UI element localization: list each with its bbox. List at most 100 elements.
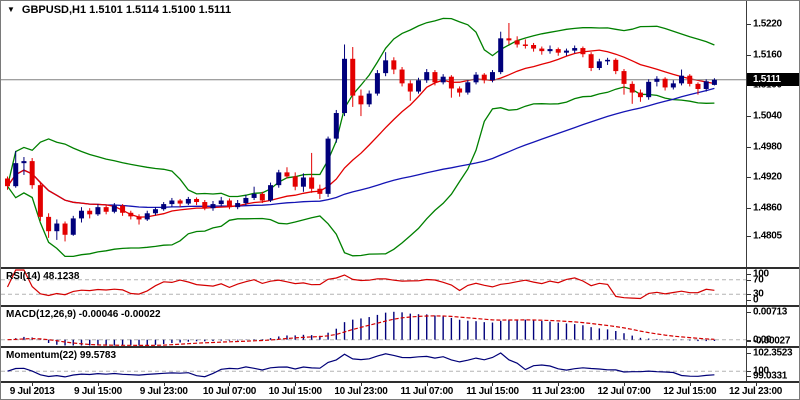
candle [711,78,717,86]
bollinger-upper-line [6,17,715,198]
momentum-axis-label: 99.0331 [753,370,788,382]
candle [87,208,93,219]
candle [391,57,397,75]
candle [703,79,709,92]
candle [670,80,676,90]
candle [37,181,43,221]
candle [226,198,232,210]
candle [481,73,487,84]
macd-plot[interactable]: MACD(12,26,9) -0.00046 -0.00022 [1,307,747,346]
candle [251,186,257,200]
candle [383,52,389,77]
candle [185,196,191,206]
candle [342,44,348,117]
candle [605,57,611,65]
candle [514,36,520,48]
fast-ma-line [6,49,715,218]
macd-axis-label: 0.00 [753,334,772,346]
candle [621,69,627,95]
price-axis-label: 1.4980 [753,141,782,153]
candle [161,202,167,211]
candle [572,45,578,54]
axis-tick [747,353,751,354]
axis-tick [747,294,751,296]
candle [679,69,685,86]
time-axis-label: 9 Jul 15:00 [73,386,122,397]
candle [300,173,306,192]
candle [596,58,602,71]
time-axis-tick [229,383,231,386]
candle [547,45,553,54]
rsi-plot[interactable]: RSI(14) 48.1238 [1,269,747,305]
main-price-pane: ▼ GBPUSD,H1 1.5101 1.5114 1.5100 1.5111 … [1,1,799,267]
candle [103,205,109,215]
candle [78,207,84,223]
time-axis-label: 10 Jul 15:00 [268,386,322,397]
time-axis-tick [689,383,691,386]
candle [21,157,27,175]
time-axis[interactable]: 9 Jul 2013 9 Jul 15:00 9 Jul 23:00 10 Jul 0… [1,383,799,399]
candle [128,210,134,220]
axis-tick [747,208,751,210]
time-axis-tick [558,383,560,386]
pane-separator[interactable] [1,346,799,348]
candle [29,158,35,189]
candle [144,210,150,221]
candle [366,90,372,107]
candle [646,79,652,100]
candle [218,196,224,207]
momentum-line [7,352,715,378]
price-chart-plot[interactable]: ▼ GBPUSD,H1 1.5101 1.5114 1.5100 1.5111 [1,1,747,267]
candle [309,152,315,193]
macd-canvas [1,311,746,346]
price-axis-label: 1.5220 [753,18,782,30]
time-axis-label: 12 Jul 15:00 [663,386,717,397]
momentum-plot[interactable]: Momentum(22) 99.5783 [1,348,747,381]
macd-axis-label: 0.00713 [753,306,788,318]
price-axis-label: 1.4860 [753,202,782,214]
candle [95,204,101,216]
time-axis-tick [295,383,297,386]
candle [613,58,619,75]
momentum-axis: 102.3523 100 99.0331 [747,348,799,382]
momentum-pane: Momentum(22) 99.5783 102.3523 100 99.0331 [1,348,799,382]
time-axis-label: 11 Jul 15:00 [466,386,519,397]
pane-separator[interactable] [1,381,799,383]
time-axis-tick [426,383,428,386]
candle [54,219,60,240]
time-axis-label: 10 Jul 23:00 [334,386,388,397]
time-axis-label: 9 Jul 23:00 [139,386,188,397]
macd-histogram [15,311,716,346]
axis-tick [747,312,751,313]
candle [416,77,421,94]
candles-layer [5,22,717,242]
candle [506,22,512,45]
pane-separator[interactable] [1,267,799,269]
candle [333,109,339,143]
price-axis-label: 1.4920 [753,171,782,183]
time-axis-label: 12 Jul 07:00 [597,386,651,397]
axis-tick [747,279,751,281]
rsi-canvas [1,269,746,300]
candle [580,46,586,58]
candle [13,150,19,188]
axis-tick [747,24,751,26]
candle [489,70,495,83]
axis-tick [747,177,751,179]
candle [440,74,446,85]
pane-separator[interactable] [1,305,799,307]
symbol-dropdown-icon[interactable]: ▼ [7,5,15,14]
candle [202,199,208,211]
rsi-axis-label: 0 [753,294,759,306]
time-axis-tick [360,383,362,386]
candle [235,199,241,210]
chart-title-row: ▼ GBPUSD,H1 1.5101 1.5114 1.5100 1.5111 [7,4,231,16]
candle [629,81,635,104]
time-axis-tick [97,383,99,386]
candle [588,52,594,72]
current-price-badge: 1.5111 [747,73,799,87]
price-axis-label: 1.5160 [753,49,782,61]
candle [120,204,126,216]
time-axis-tick [624,383,625,386]
candle [432,70,438,86]
